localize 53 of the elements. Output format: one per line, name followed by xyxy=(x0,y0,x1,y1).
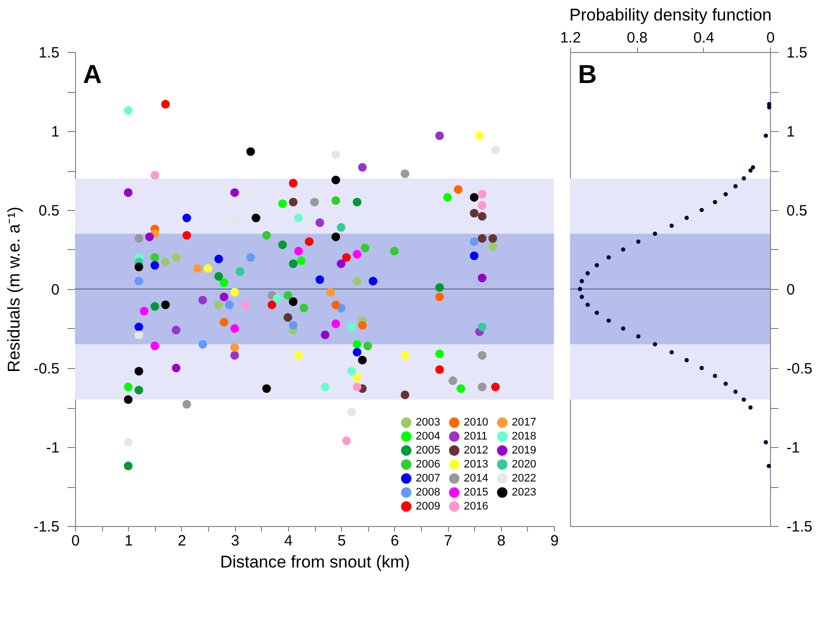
x-tick-label: 0 xyxy=(766,30,775,46)
legend-label: 2017 xyxy=(512,416,536,429)
y-tick-label: -1 xyxy=(46,440,60,456)
y-tick-label: -1.5 xyxy=(786,518,812,536)
x-tick-label: 4 xyxy=(284,532,293,550)
legend-label: 2012 xyxy=(464,444,488,456)
y-tick-label: 0 xyxy=(51,282,60,298)
x-tick-label: 9 xyxy=(550,532,559,550)
x-tick-label: 0.4 xyxy=(693,30,714,46)
y-tick-label: -1.5 xyxy=(34,518,60,536)
x-tick-label: 8 xyxy=(497,532,506,550)
x-tick-label: 1.2 xyxy=(560,30,581,46)
legend-label: 2006 xyxy=(416,458,440,470)
legend-label: 2019 xyxy=(512,444,536,456)
x-axis-title: Distance from snout (km) xyxy=(220,552,410,572)
legend-label: 2022 xyxy=(512,472,536,484)
x-tick-label: 3 xyxy=(230,532,240,550)
legend-label: 2010 xyxy=(464,416,488,429)
legend-label: 2018 xyxy=(512,430,536,442)
x-tick-label: 1 xyxy=(124,532,133,550)
y-tick-label: 1.5 xyxy=(38,44,60,62)
x-tick-label: 5 xyxy=(337,532,346,550)
legend-label: 2015 xyxy=(464,486,488,498)
y-tick-label: 1.5 xyxy=(786,44,808,62)
y-tick-label: -0.5 xyxy=(34,360,60,378)
annotation: B xyxy=(578,59,597,89)
x-tick-label: 0 xyxy=(71,532,80,550)
y-axis-title: Residuals (m w.e. a⁻¹) xyxy=(4,206,24,372)
y-tick-label: 0 xyxy=(786,282,795,298)
x-tick-label: 6 xyxy=(390,532,400,550)
x-tick-label: 2 xyxy=(178,532,186,550)
legend-label: 2011 xyxy=(464,430,488,442)
legend-label: 2005 xyxy=(416,444,440,456)
y-tick-label: 1 xyxy=(786,124,795,140)
y-tick-label: 1 xyxy=(51,124,60,140)
y-tick-label: -0.5 xyxy=(786,360,812,378)
legend-label: 2020 xyxy=(512,458,536,470)
legend-label: 2007 xyxy=(416,472,440,484)
y-tick-label: 0.5 xyxy=(786,202,808,220)
legend-label: 2003 xyxy=(416,416,440,429)
legend-label: 2016 xyxy=(464,500,488,512)
legend-label: 2023 xyxy=(512,486,536,498)
x-tick-label: 0.8 xyxy=(626,30,648,46)
legend-label: 2008 xyxy=(416,486,440,498)
legend-label: 2009 xyxy=(416,500,440,512)
y-tick-label: -1 xyxy=(786,440,800,456)
legend-label: 2004 xyxy=(416,430,440,442)
legend-label: 2013 xyxy=(464,458,488,470)
y-tick-label: 0.5 xyxy=(38,202,60,220)
legend-label: 2014 xyxy=(464,472,488,484)
x-tick-label: 7 xyxy=(444,532,452,550)
x-axis-title: Probability density function xyxy=(569,6,772,24)
annotation: A xyxy=(83,59,102,89)
